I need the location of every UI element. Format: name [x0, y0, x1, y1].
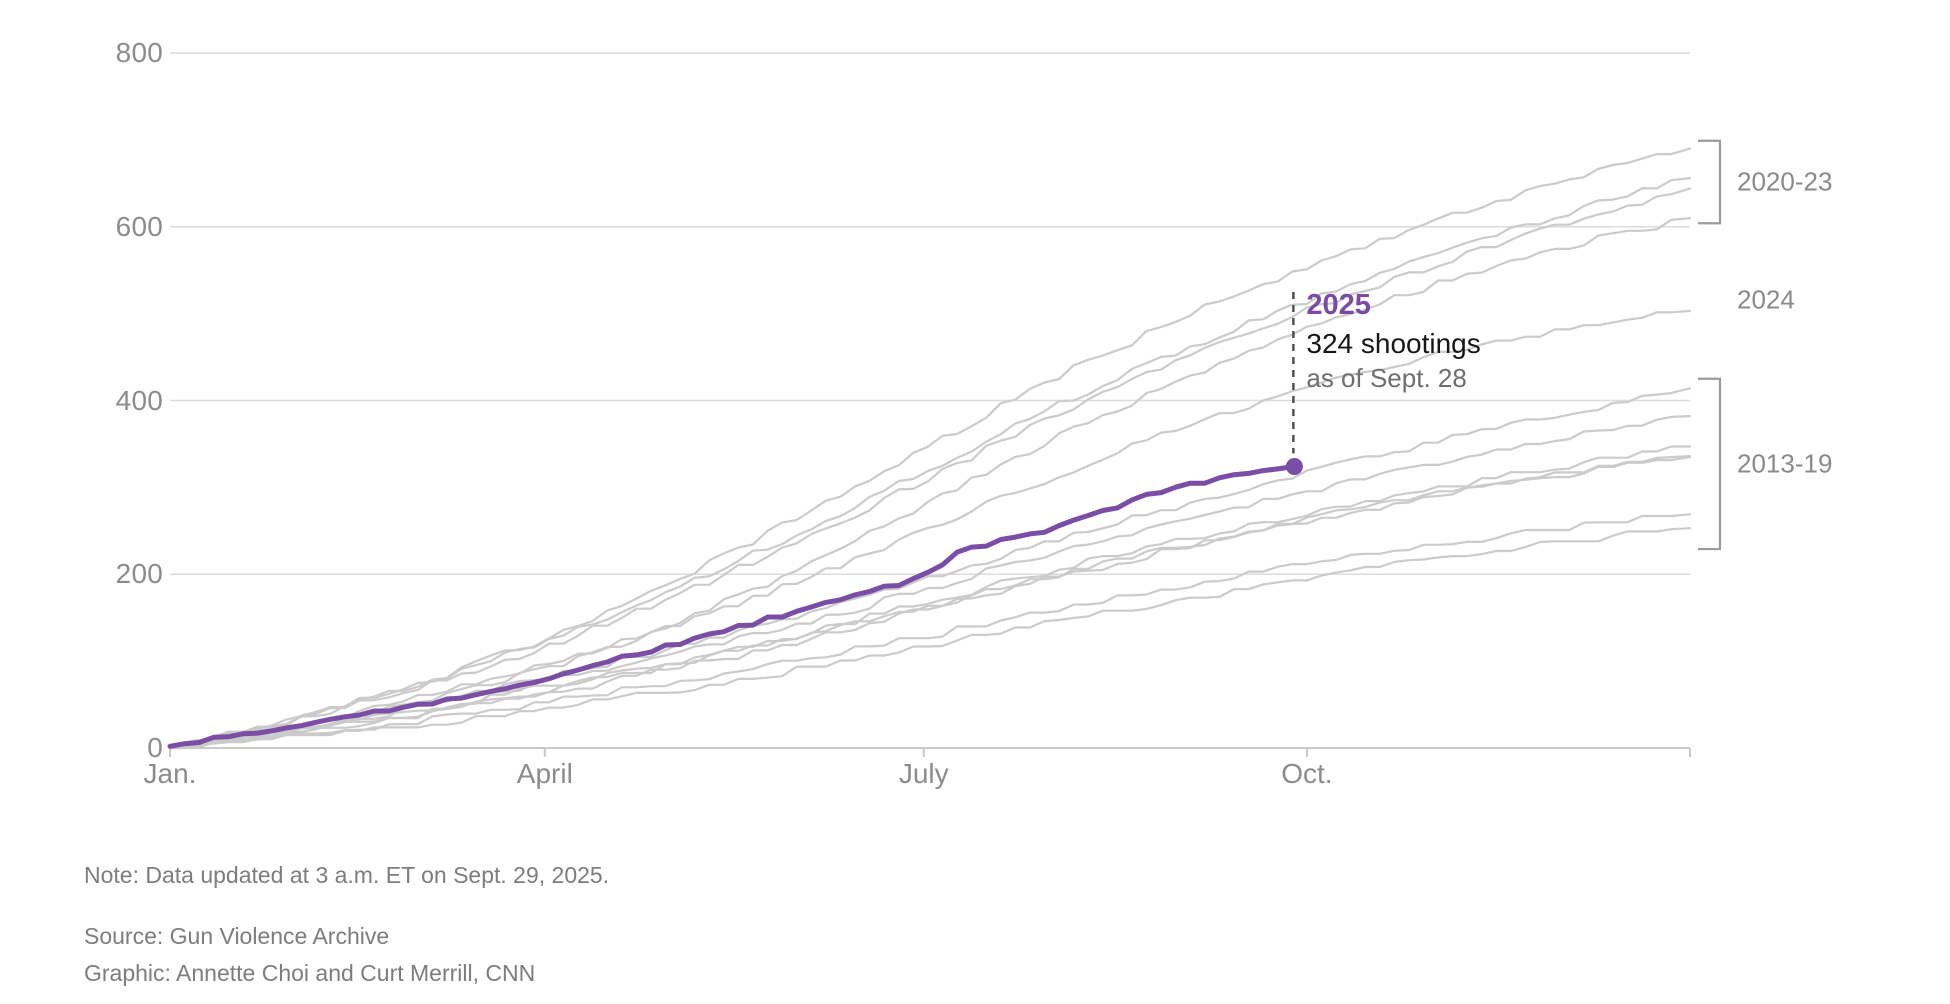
y-axis-label: 800: [115, 37, 163, 68]
highlight-annotation: 2025 324 shootings as of Sept. 28: [1306, 289, 1481, 393]
y-axis-label: 400: [115, 384, 163, 416]
x-axis-label: April: [516, 758, 573, 789]
series-endpoint-dot: [1285, 458, 1303, 476]
group-bracket-2013-19: [1698, 377, 1722, 551]
series-line-2023: [168, 177, 1692, 750]
x-axis-label: July: [898, 758, 949, 789]
series-line-2018: [168, 455, 1692, 750]
series-line-2013: [168, 527, 1692, 750]
series-line-2014: [168, 513, 1692, 750]
annotation-value: 324 shootings: [1306, 328, 1481, 359]
x-axis-label: Oct.: [1281, 758, 1333, 789]
footer: Note: Data updated at 3 a.m. ET on Sept.…: [84, 862, 609, 987]
y-axis-label: 200: [115, 558, 163, 590]
footer-source: Source: Gun Violence Archive: [84, 923, 390, 949]
group-bracket-2020-23: [1698, 139, 1722, 225]
y-axis-label: 0: [147, 732, 163, 763]
annotation-asof: as of Sept. 28: [1306, 363, 1467, 393]
footer-note: Note: Data updated at 3 a.m. ET on Sept.…: [84, 862, 610, 888]
series-line-2025-highlight: [167, 464, 1297, 749]
series-line-2017: [168, 445, 1692, 750]
group-label-2020-23: 2020-23: [1737, 166, 1833, 197]
series-line-2021: [168, 147, 1692, 750]
x-axis-label: Jan.: [143, 758, 197, 789]
series-line-2022: [168, 187, 1692, 750]
footer-credit: Graphic: Annette Choi and Curt Merrill, …: [84, 960, 536, 986]
annotation-year: 2025: [1306, 289, 1371, 321]
series-line-2016: [168, 415, 1692, 750]
group-label-2013-19: 2013-19: [1737, 448, 1833, 479]
y-axis-label: 600: [115, 210, 163, 242]
group-label-2024: 2024: [1737, 284, 1795, 315]
series-line-2024: [168, 309, 1692, 750]
